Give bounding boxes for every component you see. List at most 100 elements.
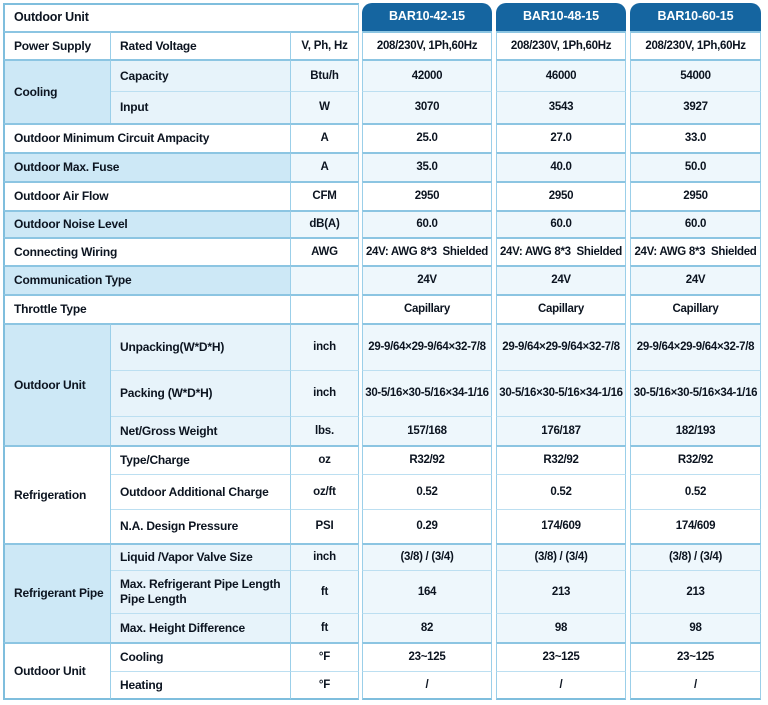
value-cell: 2950 xyxy=(362,181,492,210)
sub-label-cell: Net/Gross Weight xyxy=(111,416,291,445)
sub-label-cell: Heating xyxy=(111,671,291,700)
group-label-cell: Power Supply xyxy=(3,31,111,59)
sub-label-cell: Capacity xyxy=(111,59,291,91)
value-cell: 40.0 xyxy=(496,152,626,181)
value-cell: / xyxy=(630,671,761,700)
group-label-cell: Refrigeration xyxy=(3,445,111,543)
group-label-cell: Outdoor Unit xyxy=(3,642,111,700)
value-cell: 60.0 xyxy=(496,210,626,237)
value-cell: 208/230V, 1Ph,60Hz xyxy=(362,31,492,59)
value-cell: 35.0 xyxy=(362,152,492,181)
value-cell: 30-5/16×30-5/16×34-1/16 xyxy=(362,370,492,416)
value-cell: 24V: AWG 8*3 Shielded xyxy=(496,237,626,265)
value-cell: 24V xyxy=(362,265,492,294)
value-cell: 24V: AWG 8*3 Shielded xyxy=(630,237,761,265)
value-cell: 164 xyxy=(362,570,492,613)
unit-cell: inch xyxy=(291,323,359,370)
value-cell: 98 xyxy=(496,613,626,642)
row-label-cell: Outdoor Air Flow xyxy=(3,181,291,210)
value-cell: 23~125 xyxy=(630,642,761,671)
value-cell: 33.0 xyxy=(630,123,761,152)
value-cell: 24V xyxy=(496,265,626,294)
sub-label-cell: Unpacking(W*D*H) xyxy=(111,323,291,370)
row-label-cell: Outdoor Minimum Circuit Ampacity xyxy=(3,123,291,152)
value-cell: 182/193 xyxy=(630,416,761,445)
value-cell: 29-9/64×29-9/64×32-7/8 xyxy=(630,323,761,370)
group-label-cell: Cooling xyxy=(3,59,111,123)
value-cell: (3/8) / (3/4) xyxy=(362,543,492,570)
value-cell: 60.0 xyxy=(630,210,761,237)
value-cell: 54000 xyxy=(630,59,761,91)
value-cell: (3/8) / (3/4) xyxy=(496,543,626,570)
value-cell: 3543 xyxy=(496,91,626,123)
spec-table: Outdoor Unit BAR10-42-15 BAR10-48-15 BAR10… xyxy=(3,3,768,700)
unit-cell: lbs. xyxy=(291,416,359,445)
value-cell: 0.52 xyxy=(362,474,492,509)
sub-label-cell: N.A. Design Pressure xyxy=(111,509,291,543)
unit-cell: CFM xyxy=(291,181,359,210)
value-cell: 213 xyxy=(630,570,761,613)
value-cell: / xyxy=(496,671,626,700)
unit-cell: °F xyxy=(291,642,359,671)
model-tab: BAR10-60-15 xyxy=(630,3,761,31)
value-cell: 24V xyxy=(630,265,761,294)
value-cell: 24V: AWG 8*3 Shielded xyxy=(362,237,492,265)
sub-label-cell: Liquid /Vapor Valve Size xyxy=(111,543,291,570)
value-cell: 208/230V, 1Ph,60Hz xyxy=(630,31,761,59)
unit-cell xyxy=(291,294,359,323)
value-cell: 30-5/16×30-5/16×34-1/16 xyxy=(496,370,626,416)
unit-cell: PSI xyxy=(291,509,359,543)
sub-label-cell: Type/Charge xyxy=(111,445,291,474)
value-cell: 3070 xyxy=(362,91,492,123)
unit-cell: A xyxy=(291,123,359,152)
value-cell: 29-9/64×29-9/64×32-7/8 xyxy=(362,323,492,370)
sub-label-cell: Max. Refrigerant Pipe Length Pipe Length xyxy=(111,570,291,613)
value-cell: 174/609 xyxy=(496,509,626,543)
value-cell: 3927 xyxy=(630,91,761,123)
value-cell: Capillary xyxy=(630,294,761,323)
value-cell: Capillary xyxy=(362,294,492,323)
value-cell: 23~125 xyxy=(362,642,492,671)
value-cell: 0.52 xyxy=(496,474,626,509)
unit-cell: ft xyxy=(291,570,359,613)
value-cell: 60.0 xyxy=(362,210,492,237)
value-cell: 157/168 xyxy=(362,416,492,445)
unit-cell: oz xyxy=(291,445,359,474)
value-cell: 25.0 xyxy=(362,123,492,152)
value-cell: R32/92 xyxy=(496,445,626,474)
sub-label-cell: Rated Voltage xyxy=(111,31,291,59)
value-cell: 0.52 xyxy=(630,474,761,509)
row-label-cell: Connecting Wiring xyxy=(3,237,291,265)
value-cell: 213 xyxy=(496,570,626,613)
sub-label-cell: Input xyxy=(111,91,291,123)
value-cell: 2950 xyxy=(496,181,626,210)
sub-label-cell: Max. Height Difference xyxy=(111,613,291,642)
value-cell: 176/187 xyxy=(496,416,626,445)
unit-cell: W xyxy=(291,91,359,123)
unit-cell: ft xyxy=(291,613,359,642)
row-label-cell: Throttle Type xyxy=(3,294,291,323)
value-cell: R32/92 xyxy=(630,445,761,474)
value-cell: 23~125 xyxy=(496,642,626,671)
unit-cell xyxy=(291,265,359,294)
value-cell: 42000 xyxy=(362,59,492,91)
value-cell: 29-9/64×29-9/64×32-7/8 xyxy=(496,323,626,370)
value-cell: 50.0 xyxy=(630,152,761,181)
value-cell: 30-5/16×30-5/16×34-1/16 xyxy=(630,370,761,416)
unit-cell: Btu/h xyxy=(291,59,359,91)
unit-cell: oz/ft xyxy=(291,474,359,509)
group-label-cell: Refrigerant Pipe xyxy=(3,543,111,642)
table-title: Outdoor Unit xyxy=(3,3,359,31)
unit-cell: AWG xyxy=(291,237,359,265)
value-cell: 98 xyxy=(630,613,761,642)
row-label-cell: Outdoor Noise Level xyxy=(3,210,291,237)
value-cell: / xyxy=(362,671,492,700)
unit-cell: A xyxy=(291,152,359,181)
unit-cell: dB(A) xyxy=(291,210,359,237)
value-cell: 208/230V, 1Ph,60Hz xyxy=(496,31,626,59)
sub-label-cell: Packing (W*D*H) xyxy=(111,370,291,416)
value-cell: 46000 xyxy=(496,59,626,91)
value-cell: 27.0 xyxy=(496,123,626,152)
value-cell: R32/92 xyxy=(362,445,492,474)
